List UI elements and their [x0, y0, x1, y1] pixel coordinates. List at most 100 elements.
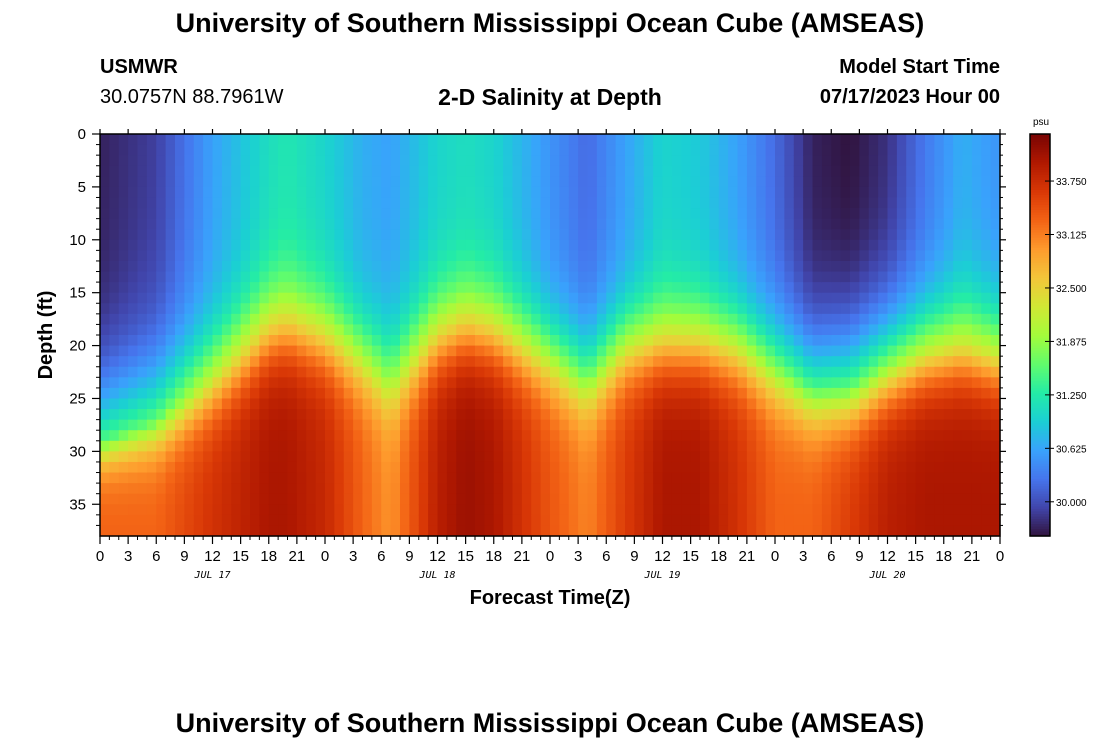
heatmap-cell	[746, 377, 757, 389]
heatmap-cell	[531, 282, 542, 294]
colorbar-segment	[1030, 189, 1050, 193]
heatmap-cell	[175, 250, 185, 262]
heatmap-cell	[343, 144, 354, 156]
heatmap-cell	[353, 208, 364, 220]
heatmap-cell	[793, 324, 804, 336]
heatmap-cell	[943, 155, 954, 167]
heatmap-cell	[278, 208, 289, 220]
heatmap-cell	[240, 144, 251, 156]
heatmap-cell	[512, 260, 523, 273]
heatmap-cell	[653, 451, 664, 463]
heatmap-cell	[371, 186, 382, 199]
heatmap-cell	[484, 440, 495, 452]
heatmap-cell	[690, 239, 701, 251]
heatmap-cell	[868, 134, 879, 146]
heatmap-cell	[418, 451, 429, 463]
heatmap-cell	[400, 208, 410, 220]
heatmap-cell	[634, 356, 645, 368]
heatmap-cell	[353, 303, 364, 315]
colorbar-segment	[1030, 415, 1050, 419]
heatmap-cell	[906, 282, 917, 294]
heatmap-cell	[137, 398, 148, 410]
colorbar-segment	[1030, 302, 1050, 306]
heatmap-cell	[578, 218, 589, 230]
heatmap-cell	[765, 250, 776, 262]
heatmap-cell	[465, 313, 476, 326]
heatmap-cell	[962, 282, 973, 294]
heatmap-cell	[221, 271, 232, 283]
heatmap-cell	[287, 504, 298, 516]
heatmap-cell	[128, 303, 139, 315]
heatmap-cell	[221, 313, 232, 326]
heatmap-cell	[850, 239, 860, 251]
heatmap-cell	[231, 250, 242, 262]
heatmap-cell	[793, 451, 804, 463]
heatmap-cell	[765, 155, 776, 167]
colorbar-segment	[1030, 307, 1050, 311]
heatmap-cell	[737, 260, 748, 273]
heatmap-cell	[700, 303, 710, 315]
heatmap-cell	[934, 324, 945, 336]
heatmap-cell	[371, 419, 382, 431]
heatmap-cell	[203, 483, 214, 495]
heatmap-cell	[634, 313, 645, 326]
heatmap-cell	[521, 366, 532, 378]
heatmap-cell	[784, 197, 795, 209]
heatmap-cell	[475, 504, 485, 516]
heatmap-cell	[850, 292, 860, 304]
heatmap-cell	[709, 208, 720, 220]
heatmap-cell	[662, 218, 673, 230]
heatmap-cell	[878, 271, 889, 283]
heatmap-cell	[128, 366, 139, 378]
heatmap-cell	[953, 250, 964, 262]
heatmap-cell	[137, 472, 148, 484]
heatmap-cell	[578, 335, 589, 347]
heatmap-cell	[737, 504, 748, 516]
heatmap-cell	[334, 356, 345, 368]
heatmap-cell	[765, 461, 776, 474]
heatmap-cell	[109, 282, 120, 294]
heatmap-cell	[896, 208, 907, 220]
heatmap-cell	[784, 440, 795, 452]
heatmap-cell	[193, 155, 204, 167]
heatmap-cell	[184, 186, 195, 199]
heatmap-cell	[831, 419, 842, 431]
heatmap-cell	[812, 218, 823, 230]
heatmap-cell	[971, 461, 982, 474]
heatmap-cell	[943, 335, 954, 347]
heatmap-cell	[400, 451, 410, 463]
heatmap-cell	[831, 451, 842, 463]
heatmap-cell	[559, 134, 570, 146]
heatmap-cell	[306, 377, 317, 389]
heatmap-cell	[540, 525, 551, 537]
heatmap-cell	[315, 134, 326, 146]
heatmap-cell	[793, 176, 804, 188]
heatmap-cell	[962, 377, 973, 389]
heatmap-cell	[512, 525, 523, 537]
heatmap-cell	[643, 483, 654, 495]
heatmap-cell	[615, 398, 626, 410]
heatmap-cell	[718, 208, 729, 220]
colorbar-segment	[1030, 254, 1050, 258]
heatmap-cell	[878, 292, 889, 304]
heatmap-cell	[156, 493, 167, 505]
heatmap-cell	[240, 451, 251, 463]
heatmap-cell	[887, 461, 898, 474]
heatmap-cell	[353, 419, 364, 431]
heatmap-cell	[287, 282, 298, 294]
heatmap-cell	[353, 366, 364, 378]
heatmap-cell	[953, 525, 964, 537]
heatmap-cell	[690, 419, 701, 431]
heatmap-cell	[596, 451, 607, 463]
colorbar-segment	[1030, 287, 1050, 291]
heatmap-cell	[990, 197, 1001, 209]
heatmap-cell	[409, 335, 420, 347]
heatmap-cell	[400, 419, 410, 431]
heatmap-cell	[981, 345, 992, 357]
heatmap-cell	[887, 250, 898, 262]
heatmap-cell	[156, 155, 167, 167]
heatmap-cell	[709, 335, 720, 347]
heatmap-cell	[109, 303, 120, 315]
heatmap-cell	[193, 186, 204, 199]
heatmap-cell	[315, 409, 326, 421]
